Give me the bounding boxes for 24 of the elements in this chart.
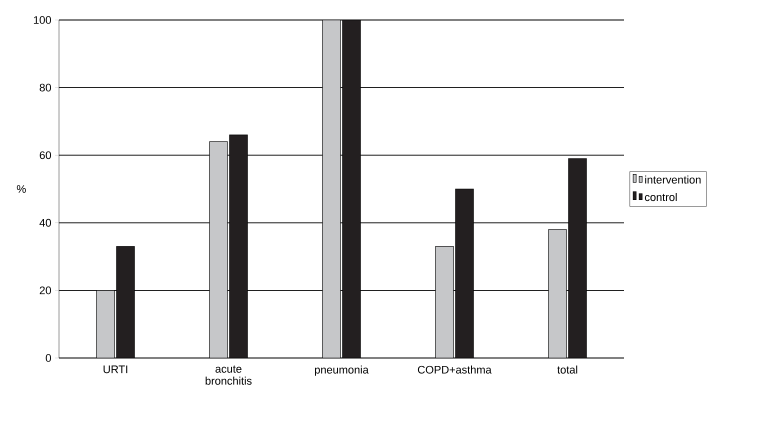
bar xyxy=(455,188,474,358)
bar xyxy=(96,290,115,358)
y-tick-label: 100 xyxy=(34,16,52,24)
x-tick-label: acute bronchitis xyxy=(206,366,252,385)
y-tick-label: 0 xyxy=(46,354,52,362)
y-tick-label: 20 xyxy=(40,286,52,294)
x-tick-label: COPD+asthma xyxy=(418,366,492,374)
y-tick-label: 40 xyxy=(39,218,52,227)
x-tick-label: total xyxy=(557,366,578,374)
y-axis-title: % xyxy=(16,185,26,193)
y-tick-label: 60 xyxy=(40,151,52,160)
bar xyxy=(342,20,361,358)
bar xyxy=(435,246,454,358)
bar xyxy=(229,134,248,358)
y-tick-label: 80 xyxy=(40,84,52,92)
legend-label: control xyxy=(644,193,677,202)
legend-label: intervention xyxy=(645,176,701,184)
bar xyxy=(116,246,135,358)
bar xyxy=(209,141,228,358)
bar xyxy=(548,229,567,358)
x-tick-label: URTI xyxy=(104,366,128,374)
x-tick-label: pneumonia xyxy=(314,366,369,376)
bar xyxy=(568,158,587,358)
bar xyxy=(322,20,341,358)
